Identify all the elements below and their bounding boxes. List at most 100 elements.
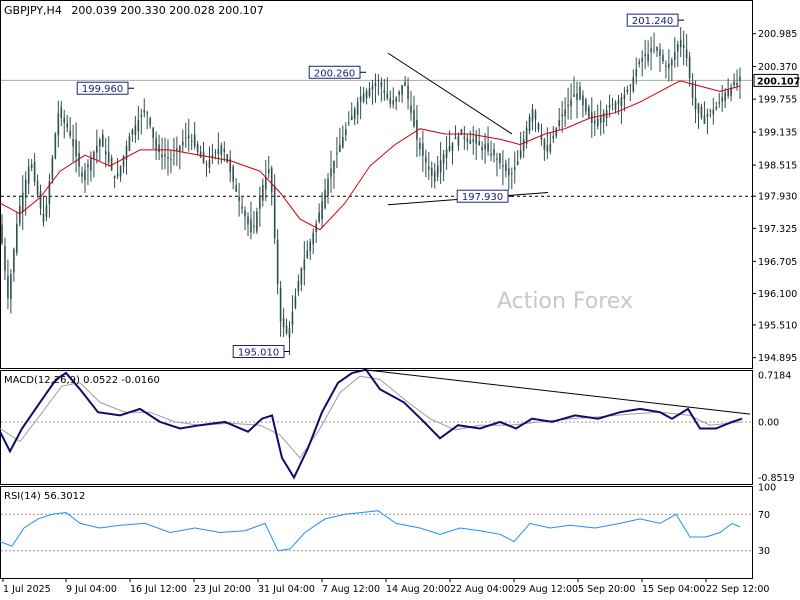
candle-body <box>481 147 483 151</box>
candle <box>653 32 655 54</box>
candle <box>190 134 193 150</box>
candle-body <box>333 160 335 174</box>
candle-body <box>205 163 208 165</box>
candle <box>638 58 641 68</box>
candle-body <box>131 129 134 135</box>
candle-body <box>196 144 199 153</box>
candle <box>51 154 54 184</box>
candle <box>582 90 584 118</box>
candle-body <box>229 158 232 172</box>
candle <box>211 143 214 164</box>
candle <box>570 83 572 120</box>
candle-body <box>389 98 392 105</box>
candle-body <box>404 82 406 86</box>
candle <box>552 126 555 144</box>
candle-body <box>336 152 338 155</box>
candle-body <box>564 109 566 117</box>
candle-body <box>66 123 69 128</box>
moving-average-line <box>0 80 741 231</box>
candle <box>715 101 718 111</box>
candle <box>371 79 374 105</box>
candle <box>306 240 309 259</box>
candle <box>104 137 107 168</box>
candle-body <box>540 134 543 140</box>
candle <box>647 40 649 67</box>
candle <box>718 93 721 108</box>
candle <box>18 196 21 227</box>
candle-body <box>724 92 726 102</box>
candle <box>69 116 71 139</box>
candle-body <box>259 197 261 209</box>
candle-body <box>190 140 193 142</box>
candle <box>342 125 344 149</box>
candle-body <box>51 157 54 180</box>
candle-body <box>582 95 584 106</box>
candle <box>451 142 454 165</box>
candle <box>368 82 371 99</box>
candle <box>422 130 424 172</box>
candle-body <box>706 113 709 117</box>
candle-body <box>386 93 389 99</box>
candle-body <box>96 145 98 153</box>
candle <box>33 153 36 186</box>
candle-body <box>63 117 66 123</box>
candle <box>81 166 83 184</box>
time-tick-label: 29 Aug 12:00 <box>514 584 578 595</box>
candle <box>235 178 237 193</box>
candle <box>143 98 146 118</box>
candle <box>380 77 383 102</box>
candle-body <box>101 134 104 147</box>
candle <box>365 88 368 105</box>
candle <box>110 154 113 172</box>
candle-body <box>425 156 427 163</box>
candle-body <box>75 139 77 157</box>
candle <box>543 137 546 161</box>
candle <box>173 137 175 166</box>
candle <box>99 137 101 162</box>
candle <box>167 139 169 176</box>
candle-body <box>155 138 157 151</box>
candle <box>279 280 282 337</box>
candle <box>140 108 143 135</box>
candle-body <box>87 164 89 168</box>
candle-body <box>392 100 395 105</box>
candle-body <box>113 175 116 179</box>
candle <box>724 88 726 108</box>
candle <box>593 110 596 136</box>
candle-body <box>7 275 9 299</box>
candle-body <box>555 128 558 137</box>
candle-body <box>208 160 211 168</box>
candle <box>484 133 486 164</box>
candle <box>288 321 291 356</box>
current-price-label: 200.107 <box>757 76 800 87</box>
candle-body <box>220 145 223 155</box>
candle-body <box>253 225 255 227</box>
macd-panel-frame <box>0 370 753 485</box>
candle-body <box>285 325 288 334</box>
candle <box>673 37 676 68</box>
candle <box>632 69 635 94</box>
candle-body <box>84 170 86 181</box>
candle <box>656 46 658 58</box>
candle-body <box>143 110 146 113</box>
candle <box>303 241 306 286</box>
candle-body <box>330 168 332 177</box>
candle <box>353 106 356 126</box>
candle-body <box>152 127 154 138</box>
candle-body <box>644 54 646 57</box>
candle-body <box>703 116 706 124</box>
candle <box>490 140 492 162</box>
candle-body <box>398 91 400 95</box>
candle <box>253 210 255 234</box>
candle <box>697 103 700 129</box>
candle <box>63 109 66 139</box>
candle-body <box>573 94 575 97</box>
candle <box>113 175 116 189</box>
candle-body <box>81 172 83 177</box>
candle <box>134 116 137 143</box>
candle-body <box>602 112 605 123</box>
candle-body <box>567 104 569 107</box>
candle-body <box>691 82 694 98</box>
candle <box>404 76 406 87</box>
candle-body <box>214 152 217 154</box>
